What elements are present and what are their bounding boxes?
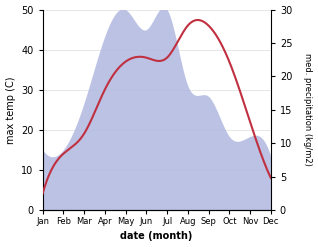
Y-axis label: med. precipitation (kg/m2): med. precipitation (kg/m2) — [303, 53, 313, 166]
X-axis label: date (month): date (month) — [121, 231, 193, 242]
Y-axis label: max temp (C): max temp (C) — [5, 76, 16, 144]
